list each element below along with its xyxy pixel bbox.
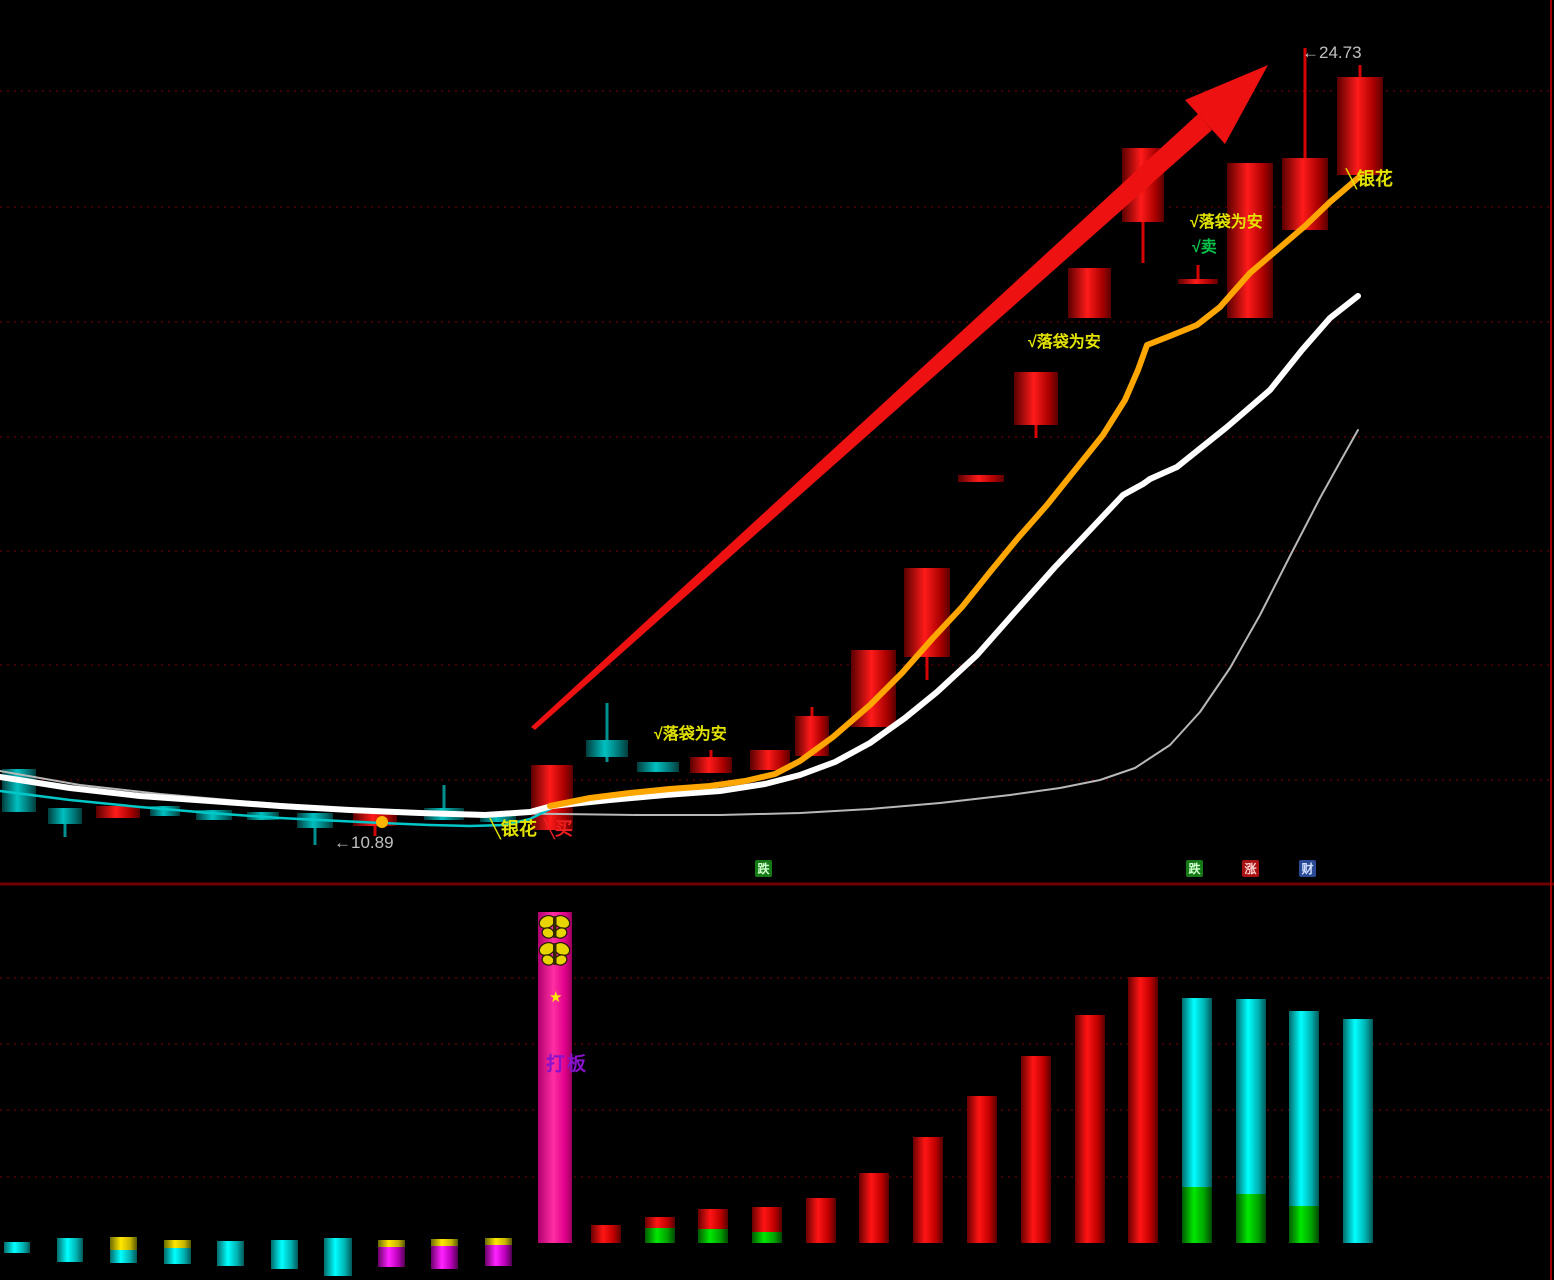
- volume-bar: [752, 1232, 782, 1243]
- candle-body: [1014, 372, 1058, 425]
- volume-bar: [1021, 1056, 1051, 1243]
- volume-bar: [806, 1198, 836, 1243]
- volume-bar: [1236, 999, 1266, 1194]
- trend-arrow-head: [1185, 65, 1268, 144]
- trend-arrow-shaft: [531, 114, 1212, 730]
- marker-dot: [376, 816, 388, 828]
- butterfly-icon: [538, 941, 571, 966]
- candle-body: [958, 475, 1004, 482]
- candle-body: [531, 765, 573, 830]
- volume-bar: [913, 1137, 943, 1243]
- volume-bar: [538, 912, 572, 1243]
- volume-bar: [164, 1240, 191, 1248]
- star-icon: ★: [549, 989, 563, 1006]
- event-badge-fall-2[interactable]: 跌: [1186, 860, 1203, 877]
- volume-bar: [324, 1238, 352, 1276]
- limit-up-board-label: 打板: [546, 1054, 589, 1075]
- volume-bar: [485, 1238, 512, 1245]
- volume-bar: [752, 1207, 782, 1232]
- volume-bar: [485, 1245, 512, 1266]
- ma-slow-gray: [0, 429, 1359, 816]
- signal-takeprofit-1-label: √落袋为安: [654, 726, 727, 743]
- volume-bar: [378, 1240, 405, 1247]
- volume-bar: [591, 1225, 621, 1243]
- volume-bar: [378, 1247, 405, 1267]
- volume-bar: [698, 1229, 728, 1243]
- candle-body: [150, 806, 180, 816]
- volume-bar: [110, 1250, 137, 1263]
- volume-bar: [645, 1228, 675, 1243]
- volume-bar: [1182, 1187, 1212, 1243]
- volume-bar: [1182, 998, 1212, 1187]
- signal-buy-label: ╲买: [544, 819, 573, 839]
- event-badge-rise[interactable]: 涨: [1242, 860, 1259, 877]
- candle-body: [196, 810, 232, 820]
- candle-body: [1282, 158, 1328, 230]
- signal-sell-label: √卖: [1192, 239, 1217, 256]
- butterfly-icon: [538, 914, 571, 939]
- volume-bar: [164, 1248, 191, 1264]
- volume-bar: [1289, 1011, 1319, 1206]
- event-badge-fall[interactable]: 跌: [755, 860, 772, 877]
- candle-body: [1178, 279, 1218, 284]
- candle-body: [1068, 268, 1111, 318]
- volume-bar: [859, 1173, 889, 1243]
- volume-bar: [57, 1238, 83, 1262]
- candle-body: [637, 762, 679, 772]
- volume-bar: [1236, 1194, 1266, 1243]
- high-price-label: ←24.73: [1302, 43, 1362, 62]
- signal-flower-top-label: ╲银花: [1346, 169, 1393, 189]
- volume-bar: [1075, 1015, 1105, 1243]
- volume-bar: [1343, 1019, 1373, 1243]
- volume-bar: [1128, 977, 1158, 1243]
- candle-body: [1337, 77, 1383, 175]
- volume-bar: [271, 1240, 298, 1269]
- volume-bar: [431, 1246, 458, 1269]
- volume-bar: [1289, 1206, 1319, 1243]
- volume-bar: [698, 1209, 728, 1229]
- ma-fast-orange: [547, 175, 1361, 809]
- candle-body: [586, 740, 628, 757]
- volume-bar: [217, 1241, 244, 1266]
- volume-bar: [645, 1217, 675, 1228]
- low-price-label: ←10.89: [334, 833, 394, 852]
- volume-bar: [110, 1237, 137, 1250]
- candle-body: [690, 757, 732, 773]
- signal-flower-buy-label: ╲银花: [490, 819, 537, 839]
- event-badge-finance[interactable]: 财: [1299, 860, 1316, 877]
- volume-bar: [967, 1096, 997, 1243]
- ma-mid-white: [0, 293, 1361, 818]
- signal-takeprofit-2-label: √落袋为安: [1028, 334, 1101, 351]
- signal-takeprofit-3-label: √落袋为安: [1190, 214, 1263, 231]
- volume-bar: [4, 1242, 30, 1253]
- volume-bar: [431, 1239, 458, 1246]
- candle-body: [96, 806, 140, 818]
- candle-body: [750, 750, 790, 770]
- candle-body: [48, 808, 82, 824]
